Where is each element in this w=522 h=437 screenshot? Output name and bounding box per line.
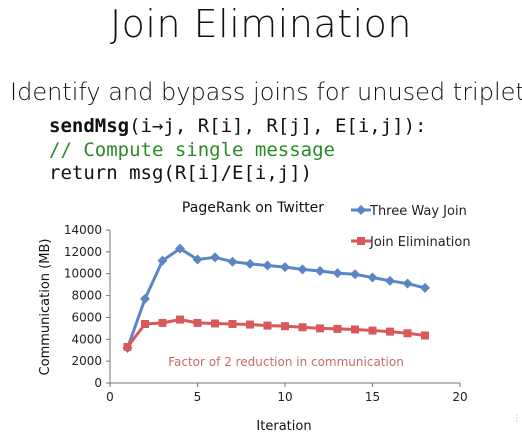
x-tick-label: 0: [106, 390, 114, 404]
legend-item: Three Way Join: [351, 204, 467, 219]
data-point-join-elimination: [158, 318, 167, 327]
data-point-join-elimination: [316, 324, 324, 333]
data-point-join-elimination: [351, 325, 359, 334]
data-point-join-elimination: [141, 319, 149, 328]
data-point-join-elimination: [333, 324, 342, 333]
data-point-join-elimination: [211, 319, 219, 328]
x-axis-label: Iteration: [256, 419, 311, 434]
data-point-three-way-join: [157, 255, 168, 266]
x-tick-label: 20: [452, 390, 467, 404]
data-point-three-way-join: [262, 260, 273, 271]
series-line-join-elimination: [126, 318, 426, 348]
slide-subtitle: Identify and bypass joins for unused tri…: [10, 78, 522, 106]
data-point-three-way-join: [385, 275, 395, 286]
legend: Three Way Join Join Elimination: [351, 204, 471, 250]
series-three-way-join: [122, 243, 430, 354]
series-line-three-way-join: [126, 247, 426, 349]
y-tick-label: 0: [94, 376, 102, 390]
data-point-join-elimination: [281, 322, 289, 331]
slide-title: Join Elimination: [109, 2, 413, 46]
data-point-join-elimination: [421, 331, 429, 340]
data-point-three-way-join: [367, 272, 378, 283]
data-point-three-way-join: [175, 243, 185, 254]
data-point-three-way-join: [227, 256, 238, 267]
data-point-three-way-join: [210, 252, 220, 263]
corner-dots: · · ·: [515, 411, 518, 426]
data-point-three-way-join: [350, 269, 360, 280]
data-point-join-elimination: [193, 318, 202, 327]
code-signature: (i→j, R[i], R[j], E[i,j]):: [129, 115, 427, 137]
legend-label: Three Way Join: [369, 204, 467, 219]
data-point-join-elimination: [298, 323, 307, 332]
y-tick-label: 12000: [64, 245, 102, 259]
legend-item: Join Elimination: [351, 235, 471, 250]
data-point-three-way-join: [297, 264, 308, 275]
chart-annotation: Factor of 2 reduction in communication: [168, 355, 404, 369]
y-tick-label: 2000: [71, 354, 102, 368]
data-point-three-way-join: [402, 278, 413, 289]
data-point-join-elimination: [123, 342, 132, 351]
code-line-1: sendMsg(i→j, R[i], R[j], E[i,j]):: [49, 115, 427, 137]
x-tick-label: 15: [365, 390, 380, 404]
series-group: [122, 243, 430, 354]
y-tick-labels: 0 2000 4000 6000 8000 10000 12000 14000: [64, 223, 110, 390]
data-point-join-elimination: [403, 329, 412, 338]
y-tick-label: 10000: [64, 267, 102, 281]
code-line-3: return msg(R[i]/E[i,j]): [49, 162, 313, 184]
series-join-elimination: [123, 315, 429, 351]
data-point-join-elimination: [228, 319, 237, 328]
legend-marker: [356, 205, 366, 215]
legend-label: Join Elimination: [369, 235, 471, 250]
y-tick-label: 14000: [64, 223, 102, 237]
data-point-join-elimination: [386, 327, 394, 336]
chart-title: PageRank on Twitter: [182, 200, 324, 216]
y-tick-label: 8000: [71, 289, 102, 303]
data-point-three-way-join: [420, 282, 430, 293]
code-function-name: sendMsg: [49, 115, 130, 137]
data-point-join-elimination: [246, 320, 254, 329]
x-tick-labels: 0 5 10 15 20: [106, 383, 468, 404]
y-tick-label: 6000: [71, 310, 102, 324]
data-point-three-way-join: [332, 268, 343, 279]
data-point-three-way-join: [245, 258, 255, 269]
y-tick-label: 4000: [71, 332, 102, 346]
data-point-three-way-join: [192, 254, 203, 265]
data-point-join-elimination: [263, 321, 272, 330]
data-point-join-elimination: [176, 315, 184, 324]
data-point-three-way-join: [280, 262, 290, 273]
data-point-join-elimination: [368, 326, 377, 335]
x-tick-label: 5: [194, 390, 202, 404]
code-line-2: // Compute single message: [49, 139, 335, 161]
y-axis-label: Communication (MB): [38, 239, 53, 376]
data-point-three-way-join: [315, 265, 325, 276]
legend-marker: [357, 237, 365, 245]
data-point-three-way-join: [140, 293, 150, 304]
x-tick-label: 10: [277, 390, 292, 404]
